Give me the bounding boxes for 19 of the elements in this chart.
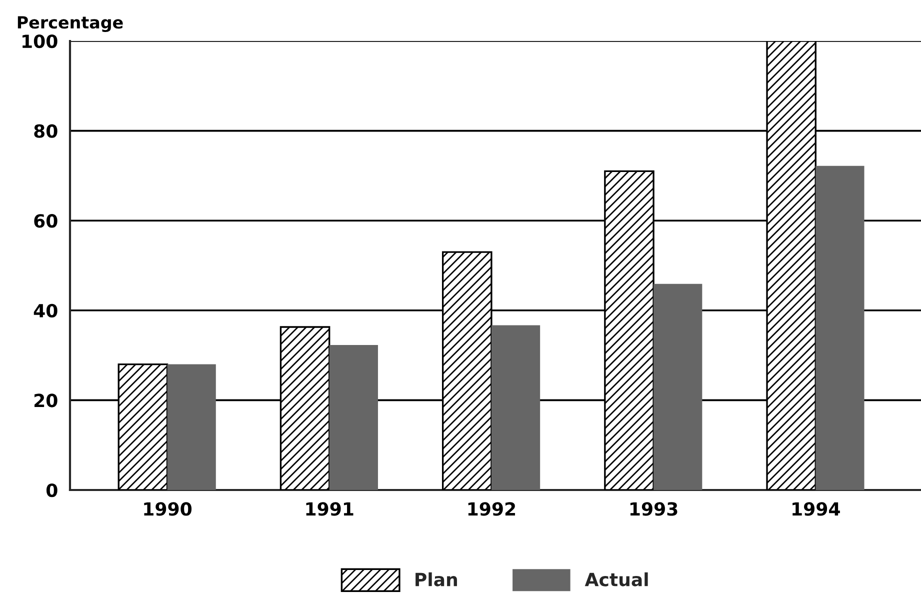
legend-label: Actual xyxy=(584,572,648,586)
x-tick-label: 1991 xyxy=(306,502,354,516)
y-axis-title: Percentage xyxy=(18,16,123,32)
y-tick-label: 20 xyxy=(34,394,58,408)
bar xyxy=(329,344,378,490)
y-tick-label: 80 xyxy=(34,124,58,138)
x-tick-label: 1994 xyxy=(792,502,840,516)
bar xyxy=(816,166,864,490)
y-tick-label: 100 xyxy=(22,34,58,48)
legend-label: Plan xyxy=(416,572,457,586)
x-tick-label: 1992 xyxy=(468,502,516,516)
x-tick-label: 1990 xyxy=(144,502,192,516)
x-tick-label: 1993 xyxy=(630,502,678,516)
bar xyxy=(167,364,216,490)
y-tick-label: 0 xyxy=(46,483,58,498)
y-tick-label: 60 xyxy=(34,214,58,228)
bar xyxy=(654,284,702,490)
bar xyxy=(491,325,540,490)
y-tick-label: 40 xyxy=(34,304,58,318)
